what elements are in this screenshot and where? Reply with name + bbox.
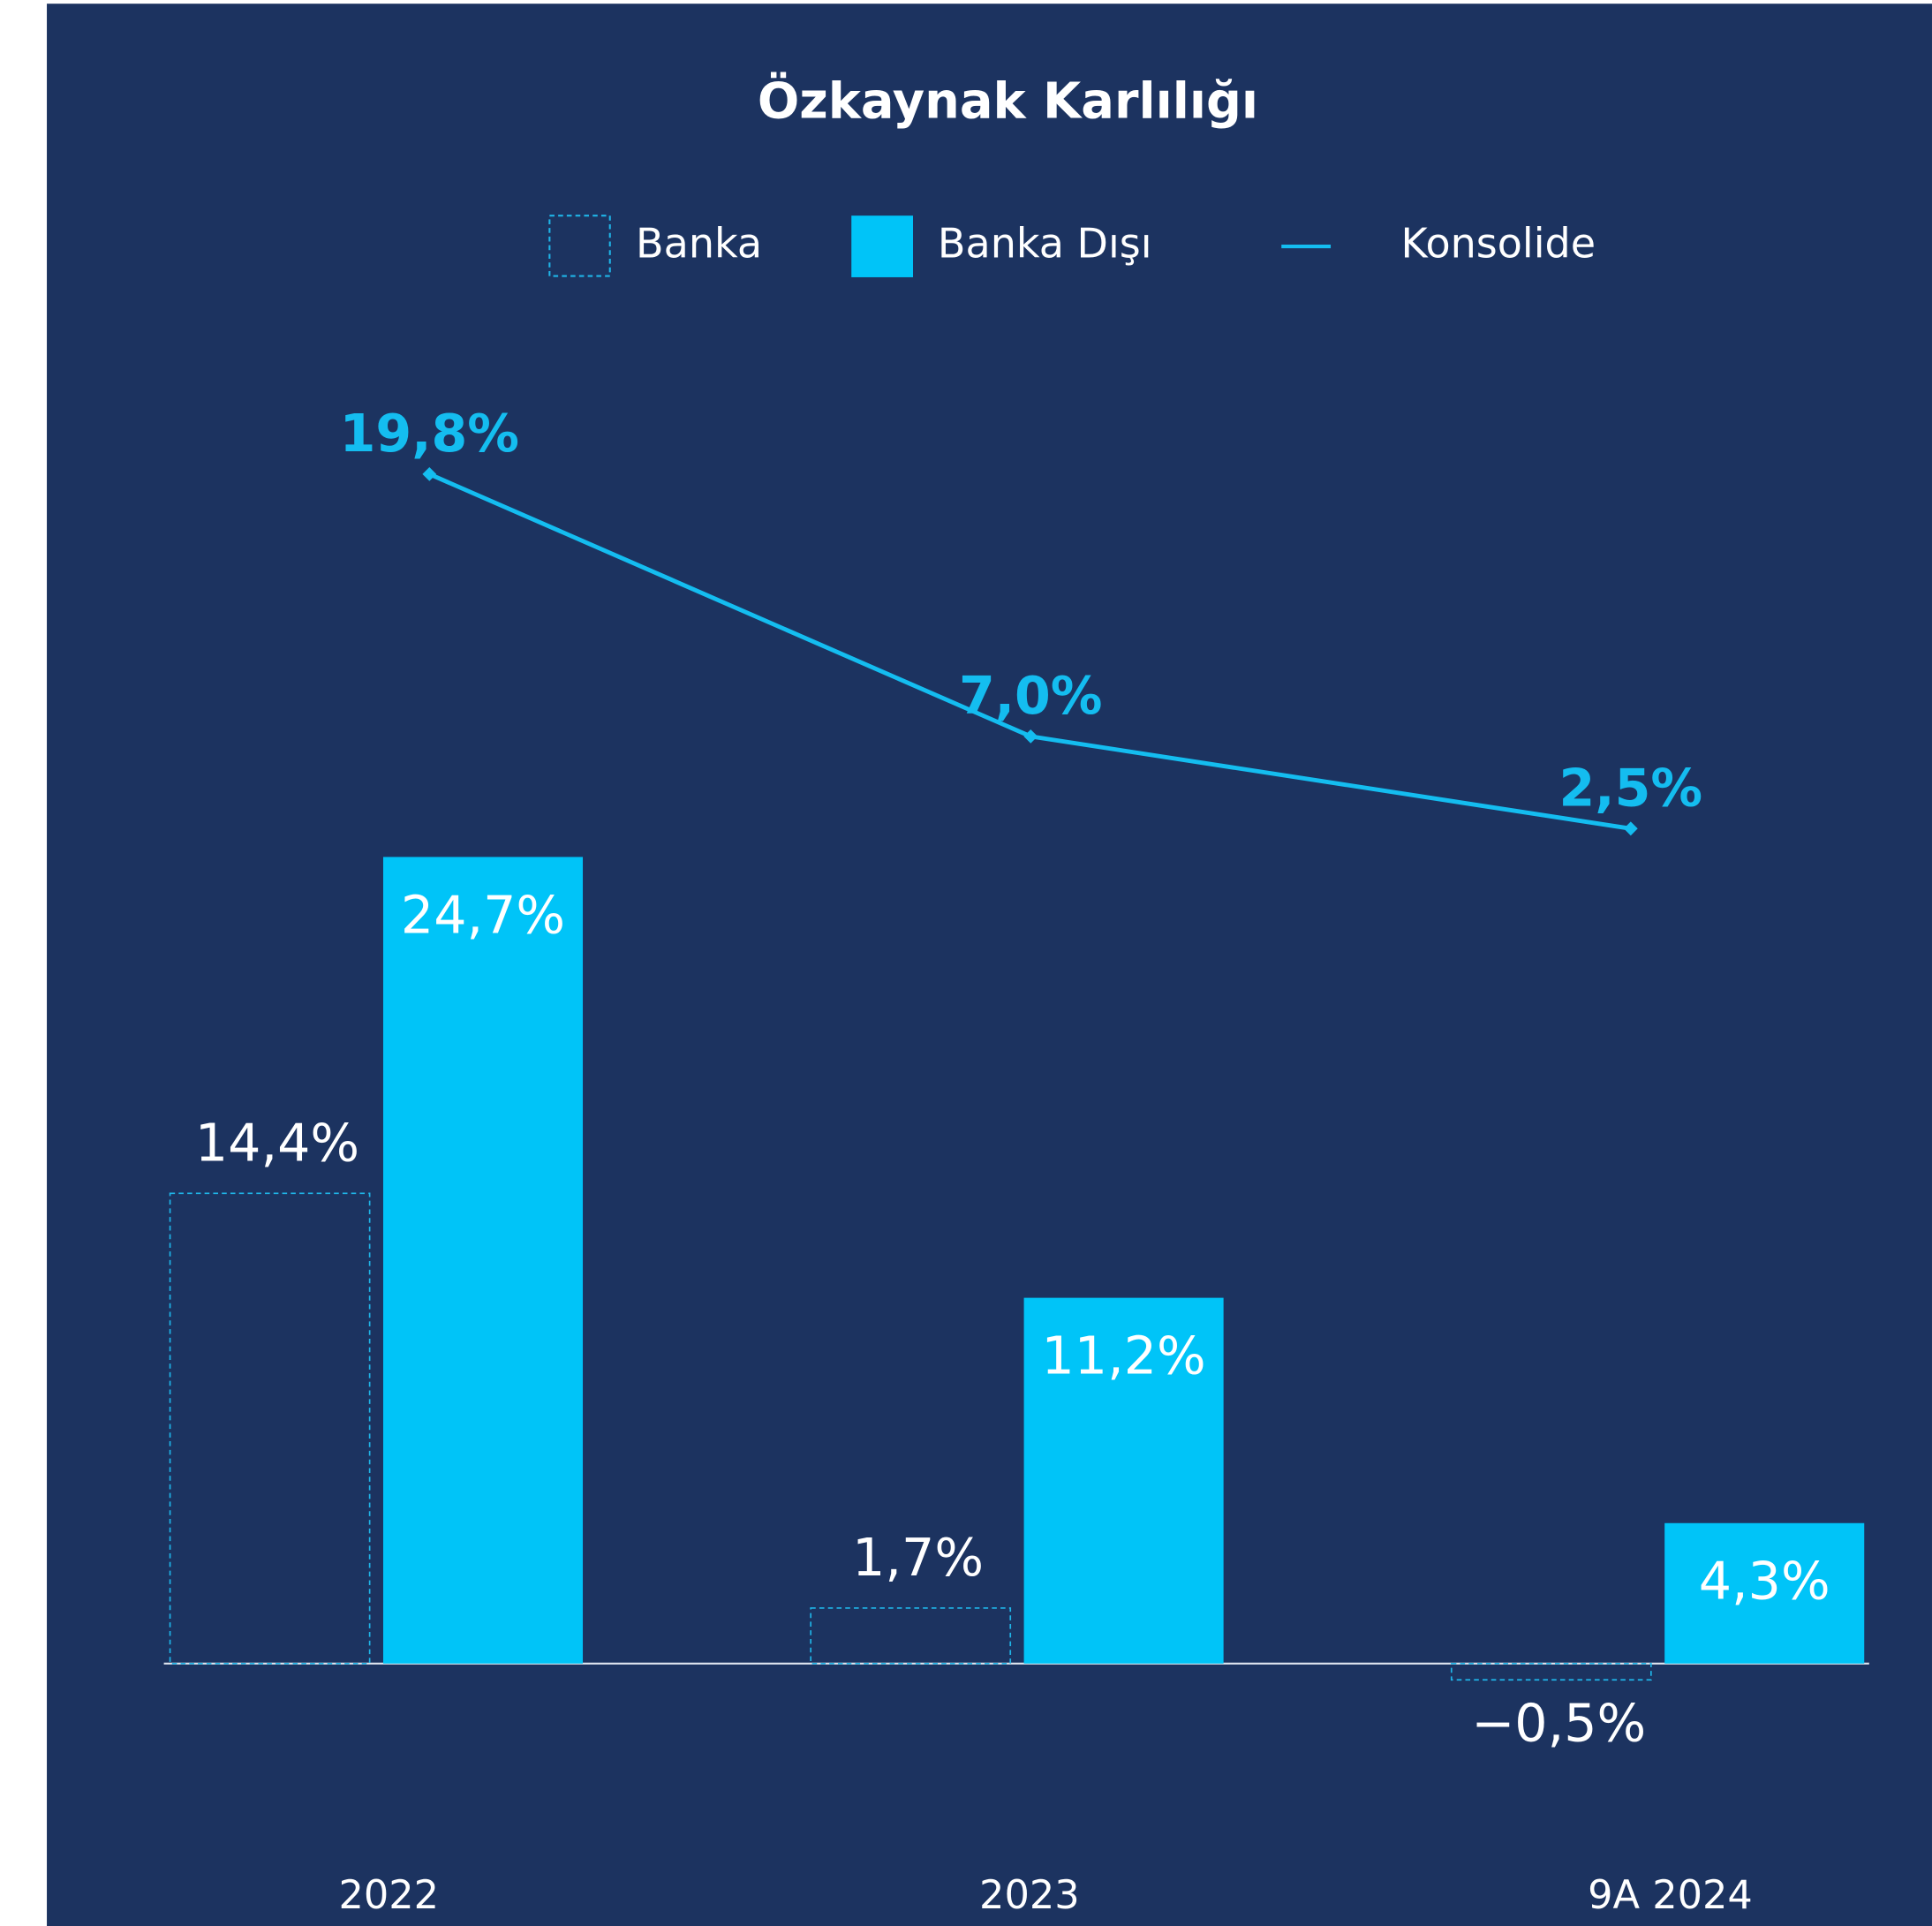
legend-label: Banka	[636, 220, 762, 268]
x-tick-label: 2022	[338, 1872, 439, 1918]
panel	[47, 4, 1932, 1926]
bar	[810, 1607, 1012, 1665]
bar	[382, 857, 584, 1664]
data-label: 1,7%	[852, 1528, 984, 1588]
line-marker	[1023, 729, 1038, 744]
data-label: 19,8%	[340, 404, 519, 464]
bar	[1450, 1662, 1652, 1681]
data-label: −0,5%	[1471, 1693, 1646, 1753]
data-label: 24,7%	[401, 885, 565, 945]
data-label: 14,4%	[195, 1113, 359, 1173]
data-label: 4,3%	[1699, 1552, 1830, 1612]
line-marker	[422, 467, 437, 481]
legend-label: Banka Dışı	[938, 220, 1152, 268]
data-label: 2,5%	[1559, 759, 1703, 819]
bar	[1664, 1522, 1865, 1664]
chart-title: Özkaynak Karlılığı	[758, 73, 1258, 131]
data-label: 7,0%	[959, 666, 1103, 726]
bar	[1023, 1297, 1224, 1664]
legend-label: Konsolide	[1401, 220, 1596, 268]
bar	[169, 1192, 371, 1665]
x-tick-label: 9A 2024	[1588, 1872, 1753, 1918]
data-label: 11,2%	[1042, 1326, 1206, 1386]
x-tick-label: 2023	[979, 1872, 1080, 1918]
legend-swatch	[851, 215, 913, 277]
legend-swatch	[548, 215, 611, 277]
